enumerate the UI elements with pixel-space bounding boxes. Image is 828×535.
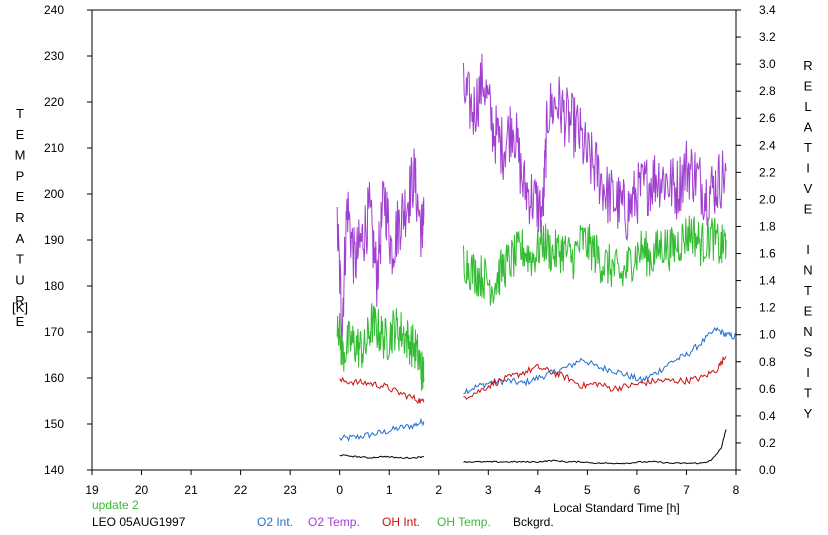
left-tick-label: 180 (44, 279, 64, 293)
legend-item: Bckgrd. (513, 515, 554, 529)
left-tick-label: 220 (44, 95, 64, 109)
left-axis-label-letter: P (16, 168, 25, 183)
right-tick-label: 3.2 (759, 30, 776, 44)
right-axis-label-letter: L (804, 99, 811, 114)
series-line-o2-int (339, 417, 425, 442)
x-tick-label: 1 (386, 483, 393, 497)
right-tick-label: 2.0 (759, 192, 776, 206)
right-axis-label-letter: N (803, 324, 812, 339)
right-tick-label: 0.0 (759, 463, 776, 477)
right-tick-label: 0.4 (759, 409, 776, 423)
right-axis-label-letter: T (804, 283, 812, 298)
left-tick-label: 150 (44, 417, 64, 431)
x-tick-label: 2 (435, 483, 442, 497)
right-axis-label-letter: T (804, 140, 812, 155)
right-tick-label: 0.6 (759, 382, 776, 396)
series-line-oh-int (463, 355, 727, 400)
right-tick-label: 1.2 (759, 301, 776, 315)
left-tick-label: 140 (44, 463, 64, 477)
left-axis-label-letter: T (16, 252, 24, 267)
right-tick-label: 3.4 (759, 3, 776, 17)
right-axis-label-letter: E (804, 79, 813, 94)
legend-item: OH Temp. (437, 515, 491, 529)
right-axis-label-letter: I (806, 161, 810, 176)
left-axis-label-letter: R (15, 293, 24, 308)
right-axis-label-letter: V (804, 181, 813, 196)
left-axis-label-letter: T (16, 106, 24, 121)
right-tick-label: 2.2 (759, 165, 776, 179)
left-axis-unit: [K] (12, 300, 28, 315)
left-axis-label-letter: E (16, 189, 25, 204)
x-tick-label: 22 (234, 483, 248, 497)
x-tick-label: 5 (584, 483, 591, 497)
x-tick-label: 0 (336, 483, 343, 497)
right-tick-label: 1.0 (759, 328, 776, 342)
series-line-o2-temp (336, 148, 425, 343)
left-tick-label: 230 (44, 49, 64, 63)
series-line-oh-int (339, 376, 425, 405)
right-axis-label-letter: A (804, 120, 813, 135)
left-tick-label: 210 (44, 141, 64, 155)
right-tick-label: 1.6 (759, 247, 776, 261)
x-tick-label: 8 (733, 483, 740, 497)
x-tick-label: 6 (634, 483, 641, 497)
right-axis-label-letter: E (804, 202, 813, 217)
right-tick-label: 1.8 (759, 219, 776, 233)
left-axis-label-letter: E (16, 127, 25, 142)
left-axis-label-letter: M (15, 148, 26, 163)
series-layer (336, 53, 737, 465)
x-axis-label: Local Standard Time [h] (553, 501, 680, 515)
left-axis-label-letter: A (16, 231, 25, 246)
right-tick-label: 0.8 (759, 355, 776, 369)
right-tick-label: 0.2 (759, 436, 776, 450)
x-tick-label: 20 (135, 483, 149, 497)
legend-item: O2 Int. (257, 515, 293, 529)
series-line-oh-temp (463, 215, 727, 306)
left-tick-label: 160 (44, 371, 64, 385)
series-line-bckgrd (339, 454, 425, 460)
legend-item: OH Int. (382, 515, 420, 529)
right-axis-label-letter: I (806, 365, 810, 380)
left-axis: 140 150 160 170 180 190 200 210 220 230 240 (44, 3, 92, 477)
right-axis-label-letter: S (804, 345, 813, 360)
right-tick-label: 2.6 (759, 111, 776, 125)
left-tick-label: 170 (44, 325, 64, 339)
left-axis-label-letter: U (15, 272, 24, 287)
series-line-o2-temp (463, 53, 727, 242)
x-tick-label: 23 (283, 483, 297, 497)
series-line-o2-int (463, 326, 737, 395)
right-axis-label-letter: Y (804, 406, 813, 421)
x-tick-label: 7 (683, 483, 690, 497)
left-axis-label-letter: E (16, 314, 25, 329)
right-axis-label-letter: I (806, 242, 810, 257)
x-axis: 19 20 21 22 23 0 1 2 3 4 5 6 7 8 (85, 470, 740, 497)
right-axis-label-letter: E (804, 304, 813, 319)
legend-item: O2 Temp. (308, 515, 360, 529)
right-axis-label-letter: T (804, 386, 812, 401)
x-tick-label: 4 (535, 483, 542, 497)
right-tick-label: 2.4 (759, 138, 776, 152)
left-tick-label: 200 (44, 187, 64, 201)
right-axis: 0.0 0.2 0.4 0.6 0.8 1.0 1.2 1.4 1.6 1.8 2.0 2.2 2.4 2… (736, 3, 776, 477)
series-line-oh-temp (336, 303, 425, 391)
x-tick-label: 21 (184, 483, 198, 497)
right-axis-label-letter: N (803, 263, 812, 278)
left-tick-label: 240 (44, 3, 64, 17)
left-axis-label-letter: R (15, 210, 24, 225)
legend: O2 Int. O2 Temp. OH Int. OH Temp. Bckgrd. (257, 515, 554, 529)
right-tick-label: 2.8 (759, 84, 776, 98)
right-tick-label: 1.4 (759, 274, 776, 288)
left-tick-label: 190 (44, 233, 64, 247)
right-tick-label: 3.0 (759, 57, 776, 71)
station-date: LEO 05AUG1997 (92, 515, 186, 529)
x-tick-label: 3 (485, 483, 492, 497)
series-line-bckgrd (463, 429, 727, 465)
update-note: update 2 (92, 498, 139, 512)
right-axis-label-letter: R (803, 58, 812, 73)
x-tick-label: 19 (85, 483, 99, 497)
plot-frame (91, 9, 737, 471)
